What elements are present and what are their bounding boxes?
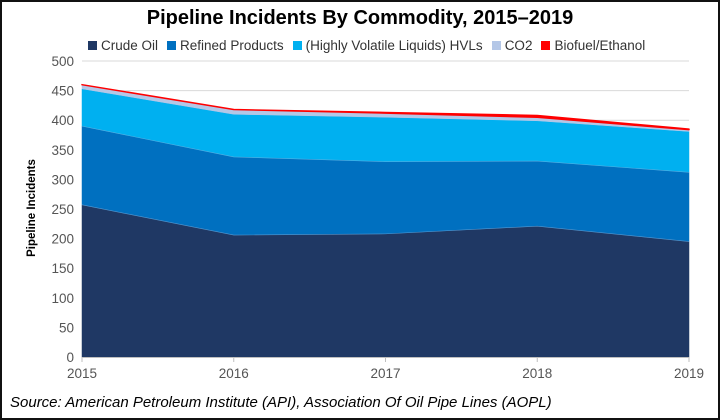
legend-item: Biofuel/Ethanol xyxy=(541,38,645,53)
y-tick-label: 300 xyxy=(51,172,74,187)
y-tick-label: 50 xyxy=(59,320,74,335)
y-tick-label: 100 xyxy=(51,291,74,306)
legend-label: Biofuel/Ethanol xyxy=(554,38,646,53)
legend-item: CO2 xyxy=(491,38,533,53)
source-note: Source: American Petroleum Institute (AP… xyxy=(10,394,552,411)
x-tick-label: 2017 xyxy=(370,366,400,381)
legend-swatch xyxy=(88,41,97,50)
x-tick-label: 2018 xyxy=(522,366,552,381)
x-tick-label: 2016 xyxy=(219,366,249,381)
y-tick-label: 0 xyxy=(66,350,74,365)
legend-item: Crude Oil xyxy=(88,38,158,53)
legend-label: Crude Oil xyxy=(101,38,159,53)
chart-title: Pipeline Incidents By Commodity, 2015–20… xyxy=(146,7,574,29)
layer-boundary xyxy=(81,204,690,242)
y-tick-label: 350 xyxy=(51,143,74,158)
legend-item: Refined Products xyxy=(167,38,284,53)
legend-label: Refined Products xyxy=(180,38,284,53)
y-tick-label: 250 xyxy=(51,202,74,217)
legend-label: CO2 xyxy=(504,38,533,53)
y-tick-label: 500 xyxy=(51,54,74,69)
x-tick-label: 2015 xyxy=(67,366,97,381)
legend-item: (Highly Volatile Liquids) HVLs xyxy=(292,38,483,53)
y-tick-label: 400 xyxy=(51,113,74,128)
area-biofuel-ethanol xyxy=(81,83,690,131)
legend-label: (Highly Volatile Liquids) HVLs xyxy=(305,38,483,53)
legend-swatch xyxy=(167,41,177,50)
layer-boundary xyxy=(81,125,690,173)
y-tick-label: 450 xyxy=(51,84,74,99)
legend: Crude Oil Refined Products (Highly Volatil… xyxy=(88,38,645,53)
y-tick-label: 200 xyxy=(51,232,74,247)
legend-swatch xyxy=(491,41,501,50)
y-tick-label: 150 xyxy=(51,261,74,276)
legend-swatch xyxy=(292,41,302,50)
legend-swatch xyxy=(541,41,551,50)
x-tick-label: 2019 xyxy=(674,366,704,381)
